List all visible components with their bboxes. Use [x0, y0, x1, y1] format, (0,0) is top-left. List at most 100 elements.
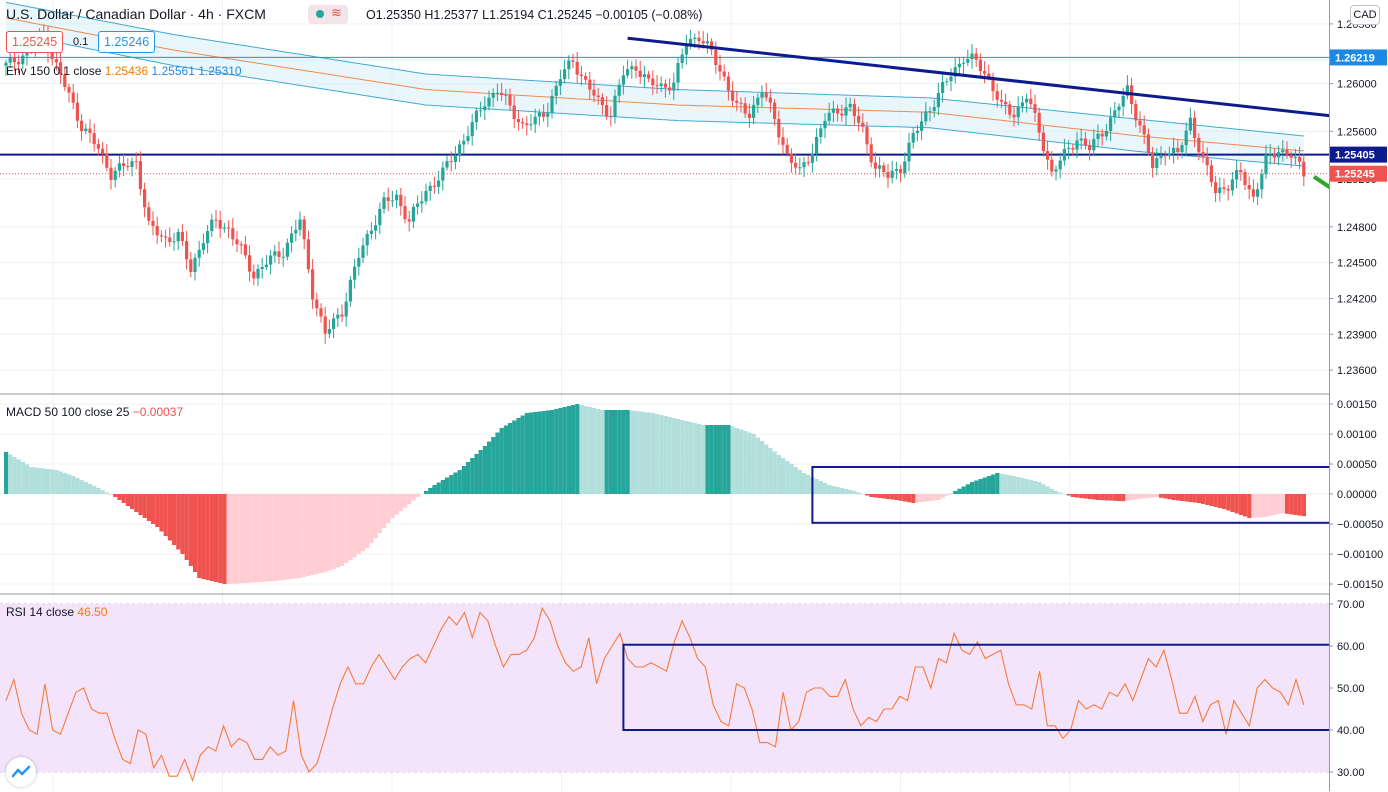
candle-body — [920, 121, 924, 131]
currency-button[interactable]: CAD — [1350, 5, 1380, 25]
macd-bar — [991, 474, 996, 494]
macd-bar — [386, 494, 391, 523]
macd-bar — [327, 494, 332, 571]
macd-bar — [831, 486, 836, 494]
macd-tick-label: 0.00050 — [1337, 459, 1377, 471]
macd-bar — [1272, 494, 1277, 515]
macd-bar — [75, 478, 80, 494]
candle-body — [907, 142, 911, 162]
candle-body — [697, 37, 701, 42]
candle-body — [487, 97, 491, 107]
macd-bar — [776, 455, 781, 494]
candle-body — [903, 161, 907, 174]
symbol-title[interactable]: U.S. Dollar / Canadian Dollar · 4h · FXC… — [6, 6, 266, 22]
candle-body — [462, 140, 466, 145]
candle-body — [1016, 106, 1020, 118]
macd-tick-label: 0.00100 — [1337, 429, 1377, 441]
candle-body — [80, 120, 84, 132]
candle-body — [96, 144, 100, 149]
macd-bar — [1117, 494, 1122, 501]
macd-bar — [1033, 481, 1038, 494]
rsi-tick-label: 30.00 — [1337, 767, 1365, 779]
macd-bar — [730, 426, 735, 494]
candle-body — [323, 316, 327, 334]
candle-body — [483, 106, 487, 111]
candle-body — [1247, 185, 1251, 190]
candle-body — [542, 112, 546, 117]
market-status-pill[interactable] — [308, 5, 348, 24]
envelope-legend[interactable]: Env 150 0.1 close 1.25436 1.25561 1.2531… — [6, 64, 242, 78]
macd-legend[interactable]: MACD 50 100 close 25 −0.00037 — [6, 405, 183, 419]
candle-body — [726, 76, 730, 91]
macd-bar — [474, 454, 479, 494]
descending-trendline[interactable] — [627, 36, 1342, 119]
candle-body — [626, 69, 630, 76]
candle-body — [529, 124, 533, 126]
candle-body — [243, 244, 247, 256]
macd-bar — [365, 494, 370, 548]
candle-body — [1046, 151, 1050, 160]
tradingview-logo[interactable] — [6, 757, 36, 787]
macd-bar — [587, 407, 592, 494]
macd-bar — [932, 494, 937, 501]
candle-body — [840, 113, 844, 116]
macd-bar — [839, 488, 844, 494]
candle-body — [59, 62, 63, 75]
candle-body — [386, 197, 390, 201]
macd-bar — [869, 494, 874, 497]
candle-body — [714, 49, 718, 66]
macd-bar — [982, 477, 987, 494]
macd-bar — [1007, 475, 1012, 494]
macd-bar — [142, 494, 147, 518]
macd-bar — [1247, 494, 1252, 518]
candle-body — [857, 116, 861, 123]
buy-price-button[interactable]: 1.25246 — [98, 31, 156, 53]
envelope-label: Env 150 0.1 close — [6, 64, 102, 78]
trendline[interactable] — [627, 36, 1342, 119]
candle-body — [718, 65, 722, 72]
macd-bar — [424, 491, 429, 494]
price-axis[interactable]: 1.265001.262001.260001.256001.252001.248… — [1329, 0, 1388, 791]
candle-body — [693, 37, 697, 40]
candle-body — [915, 130, 919, 134]
macd-bar — [104, 492, 109, 494]
candle-body — [63, 74, 67, 88]
macd-bar — [936, 494, 941, 500]
candle-body — [1176, 147, 1180, 152]
candle-body — [949, 76, 953, 82]
macd-bar — [886, 494, 891, 499]
candle-body — [378, 208, 382, 226]
candle-body — [357, 257, 361, 267]
macd-bar — [999, 473, 1004, 494]
candle-body — [319, 308, 323, 317]
macd-bar — [411, 494, 416, 501]
macd-bar — [524, 413, 529, 494]
candle-body — [294, 229, 298, 234]
macd-bar — [508, 423, 513, 494]
market-open-dot-icon — [316, 10, 324, 18]
macd-bar — [440, 480, 445, 494]
macd-bar — [100, 490, 105, 494]
candle-body — [466, 136, 470, 141]
macd-bar — [1154, 494, 1159, 497]
candle-body — [1104, 131, 1108, 137]
macd-bar — [944, 494, 949, 496]
rsi-legend[interactable]: RSI 14 close 46.50 — [6, 605, 107, 619]
macd-bar — [1016, 477, 1021, 494]
candle-body — [361, 245, 365, 258]
candle-body — [999, 99, 1003, 102]
macd-bar — [222, 494, 227, 584]
macd-bar — [512, 420, 517, 494]
candle-body — [143, 189, 147, 208]
macd-bar — [1226, 494, 1231, 511]
macd-bar — [407, 494, 412, 504]
sell-price-button[interactable]: 1.25245 — [6, 31, 64, 53]
macd-bar — [457, 470, 462, 494]
macd-bar — [67, 474, 72, 494]
macd-bar — [1255, 494, 1260, 518]
candle-body — [579, 74, 583, 77]
candle-body — [399, 194, 403, 207]
macd-bar — [1268, 494, 1273, 516]
candle-body — [899, 169, 903, 174]
